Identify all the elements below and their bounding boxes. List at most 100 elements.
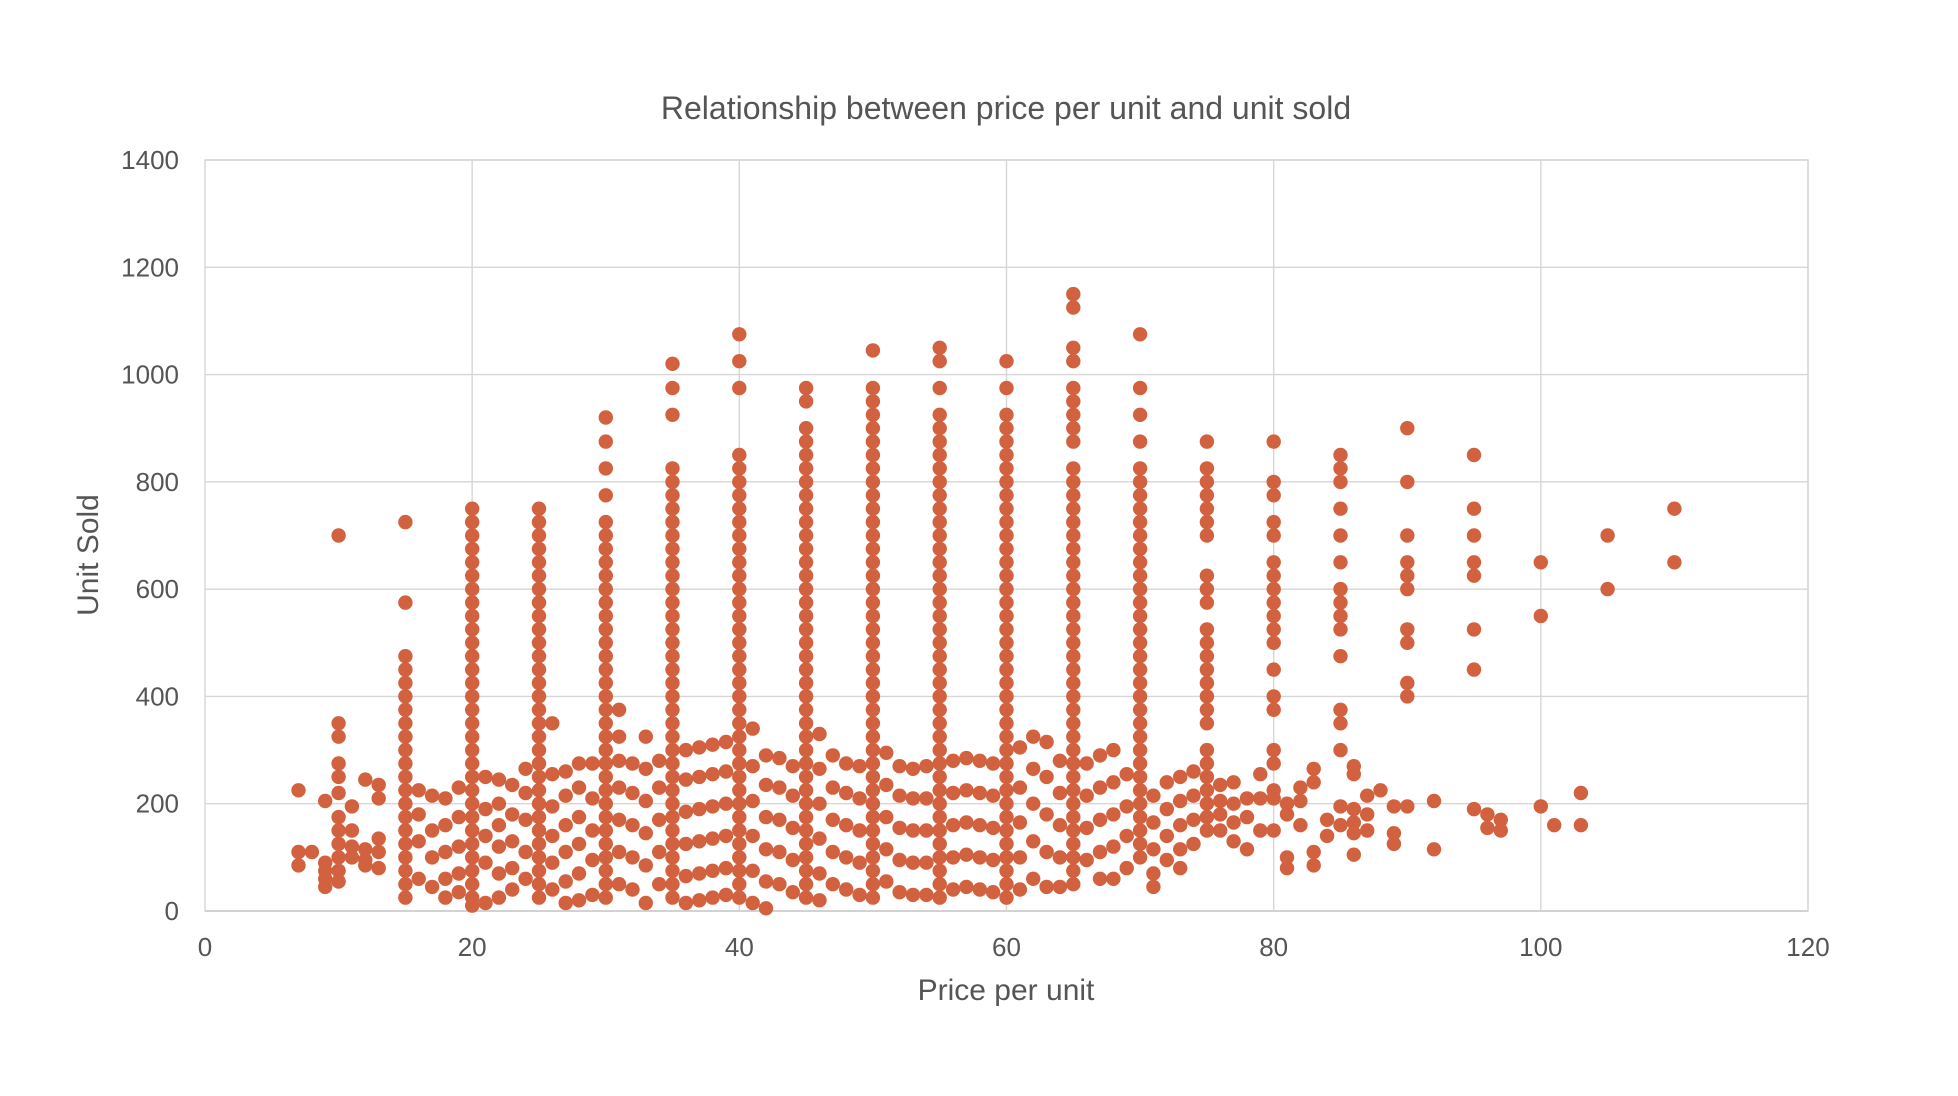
scatter-point — [1066, 649, 1081, 664]
scatter-point — [545, 716, 560, 731]
scatter-point — [1239, 842, 1255, 857]
scatter-point — [518, 785, 533, 801]
scatter-point — [1066, 836, 1081, 852]
scatter-point — [611, 729, 627, 744]
scatter-point — [785, 759, 800, 774]
scatter-point — [1226, 815, 1241, 830]
scatter-point — [865, 447, 881, 463]
scatter-point — [611, 702, 627, 717]
scatter-point — [1466, 528, 1482, 543]
scatter-point — [1066, 809, 1081, 825]
scatter-point — [798, 675, 814, 691]
scatter-point — [825, 844, 840, 860]
scatter-point — [798, 783, 814, 798]
scatter-point — [1400, 799, 1415, 814]
scatter-point — [1333, 702, 1348, 717]
scatter-point — [999, 689, 1014, 704]
scatter-point — [1199, 595, 1215, 610]
scatter-point — [812, 796, 827, 811]
scatter-point — [398, 783, 413, 798]
scatter-point — [598, 635, 613, 650]
scatter-point — [798, 474, 814, 490]
scatter-point — [665, 514, 680, 530]
scatter-point — [571, 780, 587, 795]
scatter-point — [1132, 823, 1148, 838]
scatter-point — [665, 742, 680, 758]
scatter-point — [1119, 799, 1134, 814]
scatter-point — [1132, 407, 1148, 422]
scatter-point — [331, 769, 346, 785]
scatter-point — [1106, 871, 1121, 886]
scatter-point — [798, 461, 814, 476]
scatter-point — [1012, 740, 1028, 755]
scatter-point — [732, 756, 747, 771]
scatter-point — [1266, 608, 1281, 624]
scatter-point — [1092, 871, 1108, 886]
scatter-point — [571, 809, 587, 825]
scatter-point — [865, 863, 881, 878]
scatter-point — [491, 796, 507, 811]
scatter-point — [825, 748, 840, 763]
scatter-point — [531, 635, 547, 650]
scatter-point — [758, 842, 774, 857]
scatter-point — [798, 756, 814, 771]
scatter-point — [665, 407, 680, 422]
scatter-point — [932, 474, 947, 490]
scatter-point — [1239, 791, 1255, 806]
scatter-point — [665, 729, 680, 744]
scatter-point — [932, 769, 947, 785]
scatter-point — [798, 380, 814, 396]
scatter-point — [959, 815, 974, 830]
scatter-point — [665, 809, 680, 825]
scatter-point — [745, 759, 760, 774]
scatter-point — [531, 756, 547, 771]
scatter-point — [932, 501, 947, 516]
scatter-point — [999, 850, 1014, 865]
scatter-point — [1146, 815, 1161, 830]
scatter-point — [1199, 809, 1215, 825]
scatter-point — [611, 877, 627, 892]
scatter-point — [1199, 662, 1215, 677]
scatter-point — [478, 828, 493, 844]
scatter-point — [531, 649, 547, 664]
scatter-point — [932, 756, 947, 771]
scatter-point — [732, 608, 747, 624]
scatter-point — [598, 410, 613, 425]
scatter-point — [865, 796, 881, 811]
scatter-point — [972, 785, 987, 801]
scatter-point — [371, 844, 386, 860]
scatter-point — [1066, 662, 1081, 677]
scatter-point — [558, 895, 573, 911]
scatter-point — [785, 885, 800, 900]
scatter-point — [451, 885, 466, 900]
scatter-point — [732, 568, 747, 583]
scatter-point — [598, 702, 613, 717]
scatter-point — [732, 581, 747, 597]
scatter-point — [598, 528, 613, 543]
scatter-point — [1400, 421, 1415, 436]
scatter-point — [1266, 635, 1281, 650]
scatter-point — [398, 850, 413, 865]
scatter-point — [1360, 823, 1375, 838]
scatter-point — [398, 729, 413, 744]
scatter-point — [598, 514, 613, 530]
scatter-point — [865, 622, 881, 637]
scatter-point — [1066, 877, 1081, 892]
scatter-point — [999, 635, 1014, 650]
scatter-point — [665, 675, 680, 691]
scatter-point — [491, 866, 507, 881]
scatter-point — [732, 528, 747, 543]
scatter-point — [1132, 675, 1148, 691]
scatter-point — [1106, 775, 1121, 790]
scatter-point — [1066, 555, 1081, 570]
scatter-point — [758, 748, 774, 763]
scatter-point — [1400, 474, 1415, 490]
scatter-point — [424, 850, 440, 865]
scatter-point — [398, 702, 413, 717]
scatter-point — [852, 791, 867, 806]
scatter-point — [865, 823, 881, 838]
scatter-point — [932, 689, 947, 704]
scatter-point — [865, 689, 881, 704]
scatter-point — [491, 890, 507, 905]
scatter-point — [932, 514, 947, 530]
